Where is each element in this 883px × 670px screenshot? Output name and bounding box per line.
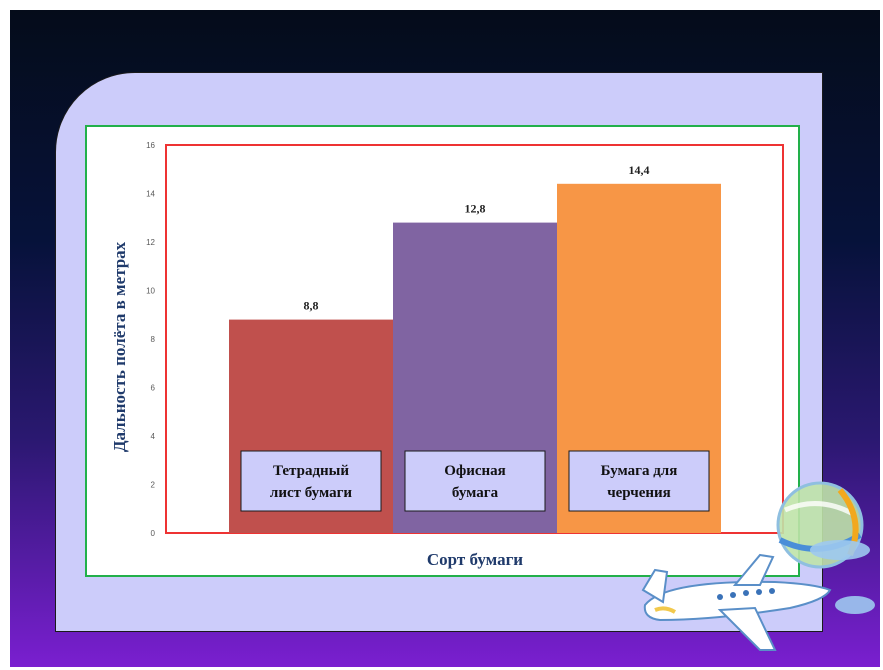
value-label: 8,8 <box>304 299 319 313</box>
value-labels: 8,8 12,8 14,4 <box>304 163 650 313</box>
category-label: лист бумаги <box>270 485 352 501</box>
category-label: Бумага для <box>601 463 678 479</box>
y-tick-label: 10 <box>146 287 155 296</box>
y-tick-label: 6 <box>151 384 156 393</box>
category-label: бумага <box>452 485 499 501</box>
category-label: Офисная <box>444 463 506 479</box>
y-axis-label: Дальность полёта в метрах <box>110 241 129 452</box>
category-label-box <box>568 450 710 512</box>
value-label: 12,8 <box>465 202 486 216</box>
bar-chart: 0 2 4 6 8 10 12 14 16 8,8 12,8 14,4 Тетрадный лист … <box>110 141 784 569</box>
category-label-box <box>240 450 382 512</box>
y-tick-label: 14 <box>146 190 155 199</box>
y-tick-label: 4 <box>151 432 156 441</box>
category-label: Тетрадный <box>273 463 349 479</box>
airplane-icon <box>641 553 832 651</box>
airplane-decoration <box>641 481 875 651</box>
category-label: черчения <box>607 485 671 501</box>
y-tick-label: 12 <box>146 238 155 247</box>
y-ticks: 0 2 4 6 8 10 12 14 16 <box>146 141 155 538</box>
y-tick-label: 2 <box>151 481 156 490</box>
globe-icon <box>776 481 875 614</box>
value-label: 14,4 <box>629 163 650 177</box>
y-tick-label: 0 <box>151 529 156 538</box>
y-tick-label: 8 <box>151 335 156 344</box>
x-axis-label: Сорт бумаги <box>427 550 523 569</box>
y-tick-label: 16 <box>146 141 155 150</box>
category-label-box <box>404 450 546 512</box>
category-labels: Тетрадный лист бумаги Офисная бумага Бумага … <box>240 450 710 512</box>
